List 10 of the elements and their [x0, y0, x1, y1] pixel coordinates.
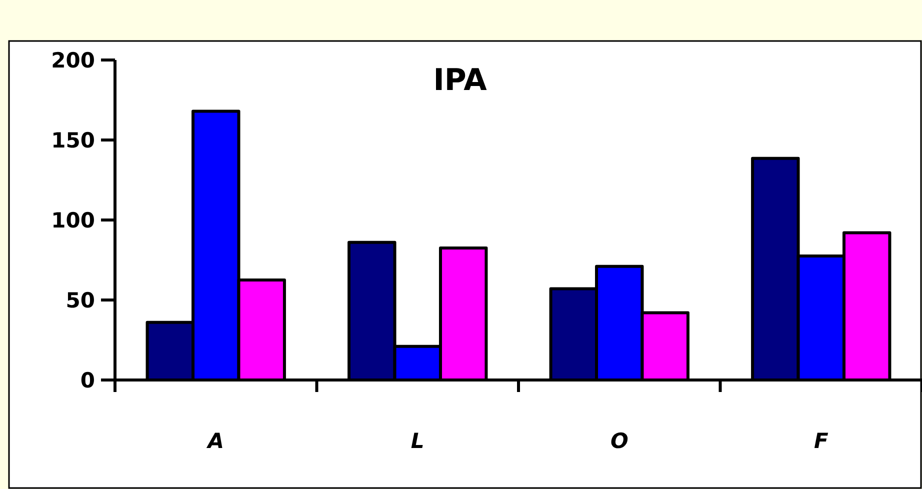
y-tick-label: 0 [80, 368, 95, 392]
x-tick-label: O [610, 429, 628, 453]
y-tick-label: 50 [66, 288, 95, 312]
y-tick-label: 100 [51, 208, 95, 232]
y-tick-label: 150 [51, 128, 95, 152]
x-tick-label: L [410, 429, 424, 453]
y-tick-label: 200 [51, 48, 95, 72]
chart-title: IPA [433, 63, 488, 98]
x-tick-label: A [206, 429, 224, 453]
x-tick-label: F [814, 429, 829, 453]
